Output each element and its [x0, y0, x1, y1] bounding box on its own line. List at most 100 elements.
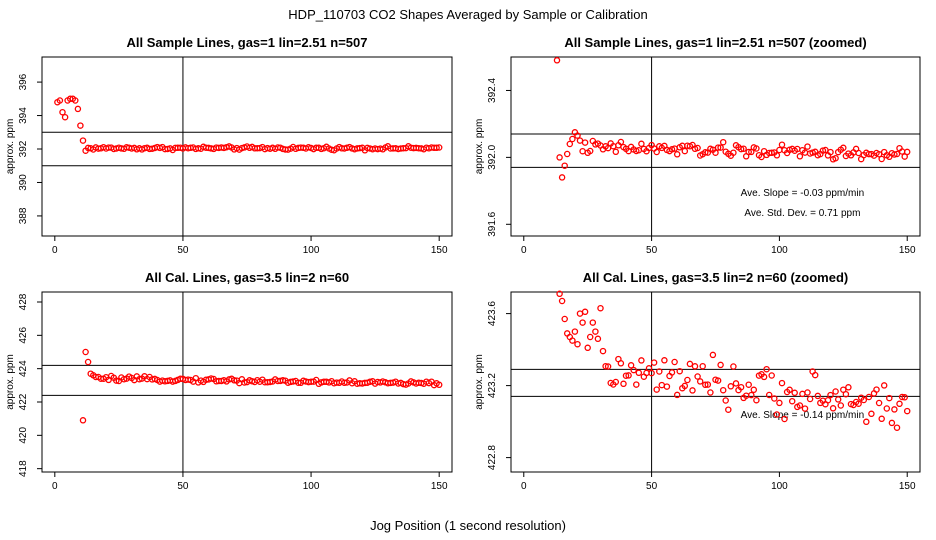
data-point — [650, 359, 658, 366]
data-point — [84, 358, 92, 366]
data-point — [814, 392, 822, 400]
data-point — [776, 399, 783, 407]
data-point — [750, 386, 758, 394]
x-tick-label: 100 — [771, 481, 788, 492]
data-point — [737, 383, 745, 391]
y-tick-label: 392.4 — [487, 78, 498, 103]
y-axis-label: approx. ppm — [474, 354, 485, 410]
data-point — [653, 148, 660, 156]
y-tick-label: 422 — [18, 393, 29, 410]
data-point — [635, 369, 643, 377]
annotation-text: Ave. Slope = -0.14 ppm/min — [741, 410, 865, 421]
data-point — [699, 362, 706, 370]
data-point — [768, 149, 775, 157]
data-point — [681, 382, 689, 390]
y-axis-label: approx. ppm — [474, 119, 485, 175]
data-point — [799, 390, 806, 398]
data-point — [120, 375, 128, 383]
data-point — [768, 372, 775, 379]
data-point — [266, 378, 274, 386]
data-point — [717, 144, 724, 151]
data-point — [878, 415, 885, 423]
data-point — [860, 396, 868, 404]
chart-panel-1: All Sample Lines, gas=1 lin=2.51 n=507 0 5… — [5, 35, 453, 256]
data-point — [627, 362, 635, 369]
data-point — [865, 393, 873, 401]
data-point — [561, 162, 568, 169]
data-point — [714, 144, 722, 151]
data-point — [893, 150, 901, 158]
data-point — [753, 145, 760, 152]
data-point — [771, 395, 778, 402]
data-point — [901, 394, 908, 401]
data-point — [719, 386, 727, 394]
data-point — [776, 146, 783, 154]
data-point — [571, 328, 579, 335]
x-tick-label: 150 — [431, 245, 448, 256]
data-point — [740, 145, 747, 152]
data-point — [433, 144, 440, 152]
data-point — [56, 97, 64, 104]
data-point — [612, 148, 620, 156]
data-point — [207, 375, 215, 382]
data-point — [875, 150, 883, 158]
data-point — [586, 147, 594, 155]
data-point — [804, 389, 811, 396]
data-point — [745, 381, 752, 388]
data-point — [673, 391, 681, 399]
plot-frame — [41, 56, 453, 237]
data-point — [760, 373, 768, 381]
plot-frame — [41, 291, 453, 473]
data-point — [898, 393, 906, 401]
y-axis-label: approx. ppm — [5, 119, 16, 175]
y-tick-label: 392 — [18, 140, 29, 157]
data-point — [82, 348, 89, 356]
y-tick-label: 424 — [18, 360, 29, 377]
data-point — [630, 366, 637, 374]
data-point — [878, 155, 885, 163]
figure-title: HDP_110703 CO2 Shapes Averaged by Sample… — [288, 7, 647, 22]
data-point — [435, 381, 443, 389]
data-point — [791, 389, 798, 397]
data-point — [599, 347, 607, 355]
data-point — [714, 377, 722, 384]
data-point — [576, 137, 584, 144]
x-tick-label: 100 — [303, 245, 320, 256]
data-point — [901, 153, 908, 160]
data-point — [638, 357, 645, 364]
y-tick-label: 418 — [18, 460, 29, 477]
y-tick-label: 423.6 — [487, 301, 498, 326]
data-point — [730, 363, 737, 370]
data-point — [681, 147, 689, 155]
data-point — [113, 377, 120, 384]
data-point — [61, 113, 69, 121]
data-point — [581, 308, 589, 316]
data-point — [676, 367, 683, 375]
data-point — [584, 344, 591, 352]
data-point — [689, 387, 696, 394]
y-tick-label: 426 — [18, 327, 29, 344]
plot-frame — [510, 291, 921, 473]
data-point — [891, 151, 898, 158]
x-tick-label: 150 — [431, 481, 448, 492]
x-tick-label: 50 — [177, 245, 189, 256]
data-point — [727, 383, 735, 390]
y-tick-label: 392.0 — [487, 144, 498, 169]
data-point — [79, 417, 87, 424]
data-point — [556, 154, 563, 161]
x-tick-label: 150 — [899, 481, 916, 492]
data-points — [556, 290, 911, 431]
y-tick-label: 423.2 — [487, 373, 498, 398]
data-point — [875, 399, 883, 407]
data-point — [597, 304, 604, 312]
panels-group: All Sample Lines, gas=1 lin=2.51 n=507 0 5… — [5, 35, 921, 492]
data-point — [806, 395, 814, 403]
data-point — [556, 290, 563, 298]
data-point — [886, 394, 893, 402]
data-points — [79, 348, 443, 424]
data-point — [638, 140, 645, 148]
y-tick-label: 390 — [18, 174, 29, 191]
data-point — [837, 402, 845, 409]
y-tick-label: 396 — [18, 73, 29, 90]
